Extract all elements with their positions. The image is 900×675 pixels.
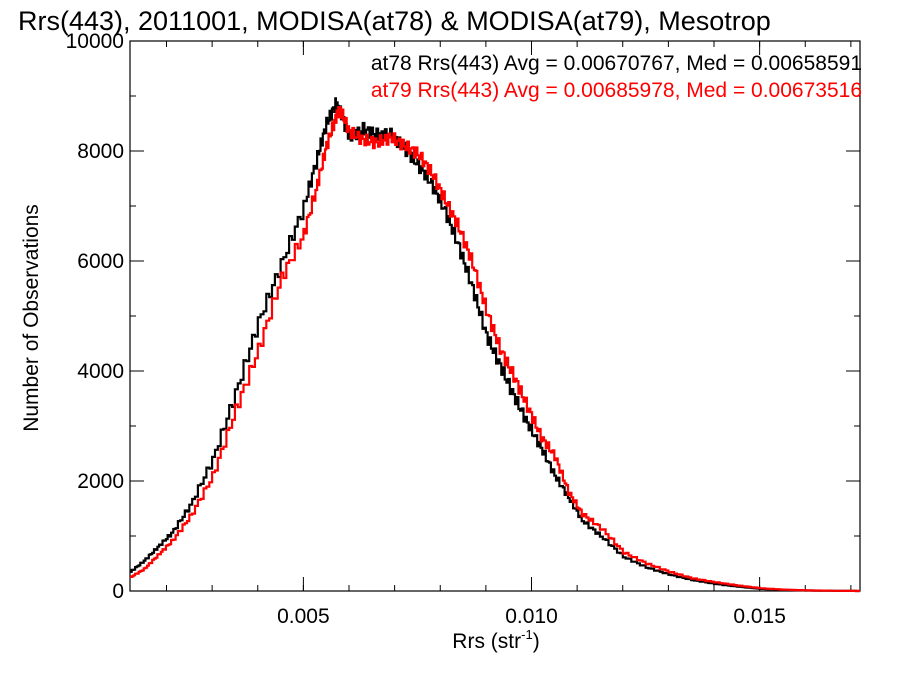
y-tick-label: 10000 xyxy=(66,30,124,53)
y-tick-label: 0 xyxy=(112,580,124,603)
plot-border xyxy=(129,40,861,592)
series-layer xyxy=(130,97,860,593)
y-tick-label: 6000 xyxy=(77,250,124,273)
y-tick-label: 2000 xyxy=(77,470,124,493)
x-axis-label-superscript: -1 xyxy=(521,627,533,642)
y-tick-label: 8000 xyxy=(77,140,124,163)
x-tick-label: 0.010 xyxy=(505,605,558,628)
series-line-at78 xyxy=(130,97,860,593)
legend-annotation-at79: at79 Rrs(443) Avg = 0.00685978, Med = 0.… xyxy=(371,79,862,102)
y-tick-label: 4000 xyxy=(77,360,124,383)
chart-title: Rrs(443), 2011001, MODISA(at78) & MODISA… xyxy=(18,6,771,36)
plot-frame xyxy=(129,40,861,592)
x-axis-label-suffix: ) xyxy=(533,630,540,653)
x-axis: 0.005 0.010 0.015 xyxy=(166,41,852,628)
y-axis-label: Number of Observations xyxy=(20,204,43,432)
legend-annotation-at78: at78 Rrs(443) Avg = 0.00670767, Med = 0.… xyxy=(371,52,862,75)
series-line-at79 xyxy=(130,106,860,593)
x-axis-label: Rrs (str-1) xyxy=(452,627,539,653)
x-tick-label: 0.005 xyxy=(277,605,330,628)
y-axis: 0 2000 4000 6000 8000 10000 xyxy=(66,30,860,603)
x-tick-label: 0.015 xyxy=(733,605,786,628)
x-axis-label-main: Rrs (str xyxy=(452,630,521,653)
